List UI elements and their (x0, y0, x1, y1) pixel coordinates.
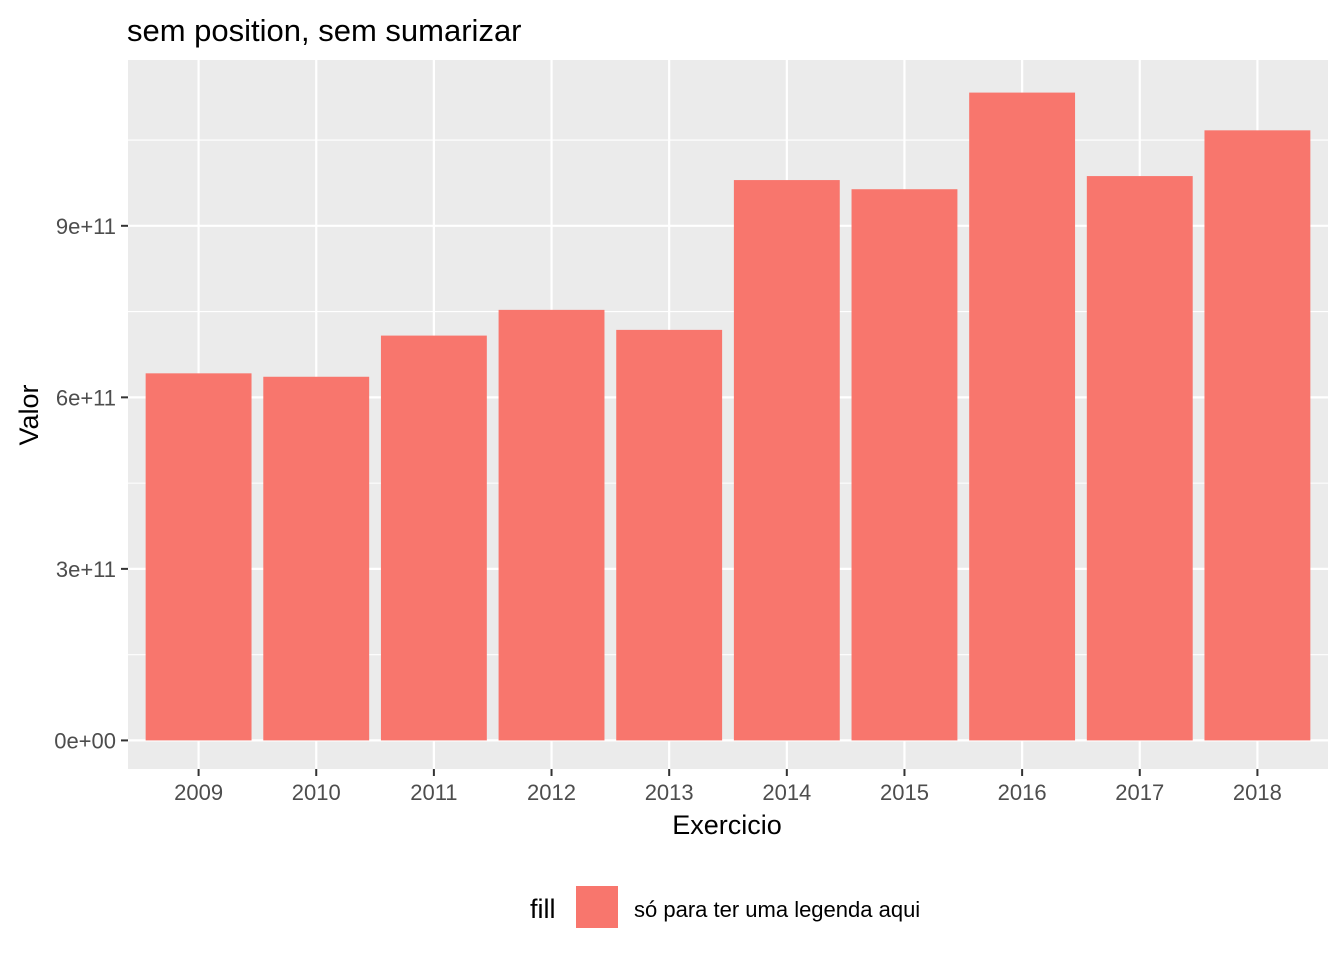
y-tick-label: 9e+11 (56, 214, 116, 239)
legend-key (576, 886, 618, 928)
x-tick-label: 2010 (292, 780, 341, 805)
bar-2017 (1086, 176, 1193, 741)
bar-2009 (145, 373, 252, 741)
y-tick-label: 3e+11 (56, 557, 116, 582)
x-axis-title: Exercicio (672, 810, 782, 840)
legend: fill só para ter uma legenda aqui (530, 886, 920, 928)
x-tick-label: 2014 (762, 780, 811, 805)
bar-2012 (498, 309, 605, 741)
x-axis: 2009 2010 2011 2012 2013 2014 2015 2016 2017 2018 (174, 769, 1282, 805)
x-tick-label: 2011 (410, 780, 457, 805)
y-tick-label: 0e+00 (54, 728, 116, 753)
bar-2011 (380, 335, 487, 741)
x-tick-label: 2016 (998, 780, 1047, 805)
legend-label: só para ter uma legenda aqui (634, 897, 920, 922)
x-tick-label: 2015 (880, 780, 929, 805)
x-tick-label: 2018 (1233, 780, 1282, 805)
x-tick-label: 2017 (1115, 780, 1164, 805)
bar-2014 (733, 180, 840, 741)
bar-2015 (851, 189, 958, 741)
x-tick-label: 2009 (174, 780, 223, 805)
bar-2013 (616, 329, 723, 741)
bar-2018 (1204, 130, 1311, 741)
legend-title: fill (530, 894, 556, 924)
x-tick-label: 2012 (527, 780, 576, 805)
y-axis: 0e+00 3e+11 6e+11 9e+11 (54, 214, 128, 753)
y-axis-title: Valor (14, 384, 44, 445)
x-tick-label: 2013 (645, 780, 694, 805)
bars (145, 92, 1311, 741)
y-tick-label: 6e+11 (56, 385, 116, 410)
bar-2010 (263, 376, 370, 741)
bar-2016 (969, 92, 1076, 741)
chart-title: sem position, sem sumarizar (127, 13, 522, 48)
